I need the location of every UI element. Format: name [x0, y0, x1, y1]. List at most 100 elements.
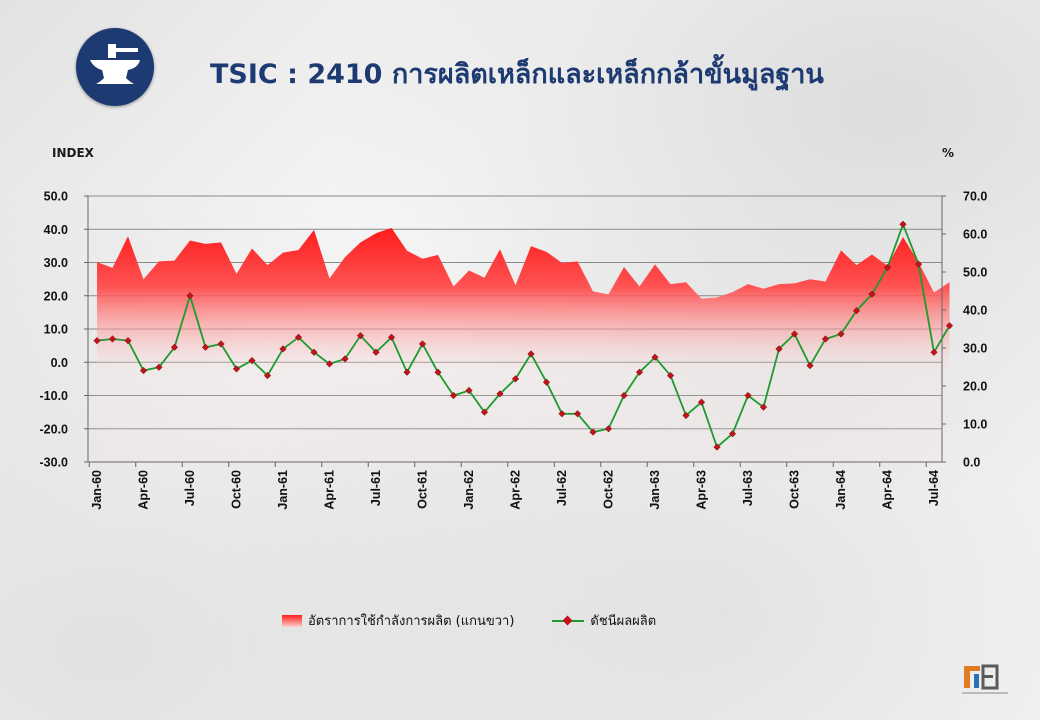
x-axis-label: Apr-63 [695, 470, 709, 510]
index-point [914, 260, 923, 268]
index-point [682, 411, 690, 420]
chart-title: TSIC : 2410 การผลิตเหล็กและเหล็กกล้าขั้น… [210, 59, 824, 90]
index-point [139, 366, 148, 375]
index-point [372, 348, 380, 356]
index-point [620, 391, 628, 400]
index-point [604, 425, 613, 433]
left-axis-label: 0.0 [51, 356, 68, 370]
x-axis-label: Apr-64 [881, 470, 895, 510]
right-axis-label: 20.0 [963, 380, 987, 394]
left-axis-label: 10.0 [44, 323, 68, 337]
index-point [868, 290, 876, 298]
left-axis-unit: INDEX [52, 146, 94, 160]
index-point [93, 336, 101, 345]
x-axis-label: Apr-61 [323, 470, 337, 510]
x-axis-label: Jan-60 [90, 470, 104, 510]
legend-line-swatch [552, 614, 585, 628]
x-axis-label: Jul-64 [927, 470, 941, 506]
index-point [759, 403, 768, 411]
index-point [465, 386, 473, 395]
index-point [434, 368, 442, 376]
series-line-index [96, 221, 951, 449]
index-point [325, 360, 334, 368]
left-axis-label: -20.0 [40, 422, 69, 436]
index-point [527, 350, 535, 358]
index-point [651, 353, 659, 361]
index-point [790, 330, 799, 338]
index-point [930, 348, 938, 356]
index-point [201, 343, 210, 351]
index-point [403, 368, 411, 376]
right-axis-label: 30.0 [963, 342, 987, 356]
index-point [589, 428, 597, 436]
oie-logo [960, 664, 1010, 700]
right-axis-label: 10.0 [963, 418, 987, 432]
index-point [418, 340, 427, 348]
index-point [635, 368, 644, 376]
x-axis-label: Jan-61 [276, 470, 290, 510]
index-point [852, 307, 861, 315]
left-axis-label: 30.0 [44, 256, 68, 270]
right-axis-unit: % [942, 146, 955, 160]
index-point [558, 410, 566, 418]
x-axis-label: Jul-60 [183, 470, 197, 506]
legend-area-label: อัตราการใช้กำลังการผลิต (แกนขวา) [308, 614, 515, 629]
right-axis-label: 0.0 [963, 456, 980, 470]
x-axis-label: Jan-63 [648, 470, 662, 510]
index-point [666, 371, 675, 380]
index-point [806, 361, 814, 370]
index-point [217, 340, 225, 348]
legend-line-label: ดัชนีผลผลิต [590, 614, 657, 629]
index-point [775, 345, 783, 353]
index-point [356, 331, 365, 340]
x-axis-label: Apr-62 [509, 470, 523, 510]
index-point [697, 398, 706, 406]
index-point [248, 356, 256, 365]
index-point [511, 375, 520, 383]
x-axis-label: Oct-62 [602, 470, 616, 509]
left-axis-label: -10.0 [40, 389, 69, 403]
index-point [341, 355, 349, 363]
right-axis-label: 50.0 [963, 266, 987, 280]
left-axis-label: -30.0 [40, 456, 69, 470]
x-axis-label: Oct-60 [230, 470, 244, 509]
left-axis-label: 40.0 [44, 223, 68, 237]
x-axis-label: Apr-60 [137, 470, 151, 510]
index-point [496, 390, 504, 398]
index-point [186, 292, 194, 300]
index-point [387, 333, 396, 341]
index-point [744, 391, 752, 400]
index-point [821, 335, 830, 343]
index-point [713, 443, 721, 451]
x-axis-label: Jan-64 [834, 470, 848, 510]
index-point [728, 430, 737, 438]
legend-area-swatch [282, 614, 302, 627]
index-point [573, 410, 582, 418]
index-point [542, 378, 551, 386]
index-point [945, 322, 954, 330]
index-point [263, 371, 272, 380]
index-point [480, 408, 489, 416]
index-point [837, 330, 845, 338]
index-point [899, 220, 907, 228]
x-axis-label: Jul-63 [741, 470, 755, 506]
index-point [232, 365, 241, 373]
left-axis-label: 50.0 [44, 190, 68, 204]
index-point [294, 333, 303, 341]
left-axis-label: 20.0 [44, 289, 68, 303]
right-axis-label: 70.0 [963, 190, 987, 204]
anvil-icon [76, 28, 154, 106]
index-point [279, 345, 287, 353]
x-axis-label: Oct-61 [416, 470, 430, 509]
index-point [108, 335, 117, 343]
right-axis-label: 40.0 [963, 304, 987, 318]
index-point [124, 336, 132, 345]
index-point [155, 363, 163, 371]
right-axis-label: 60.0 [963, 228, 987, 242]
legend: อัตราการใช้กำลังการผลิต (แกนขวา) ดัชนีผล… [282, 610, 656, 631]
x-axis-label: Jul-62 [555, 470, 569, 506]
index-point [449, 391, 458, 400]
series-area-capacity [97, 227, 950, 462]
x-axis-label: Oct-63 [788, 470, 802, 509]
